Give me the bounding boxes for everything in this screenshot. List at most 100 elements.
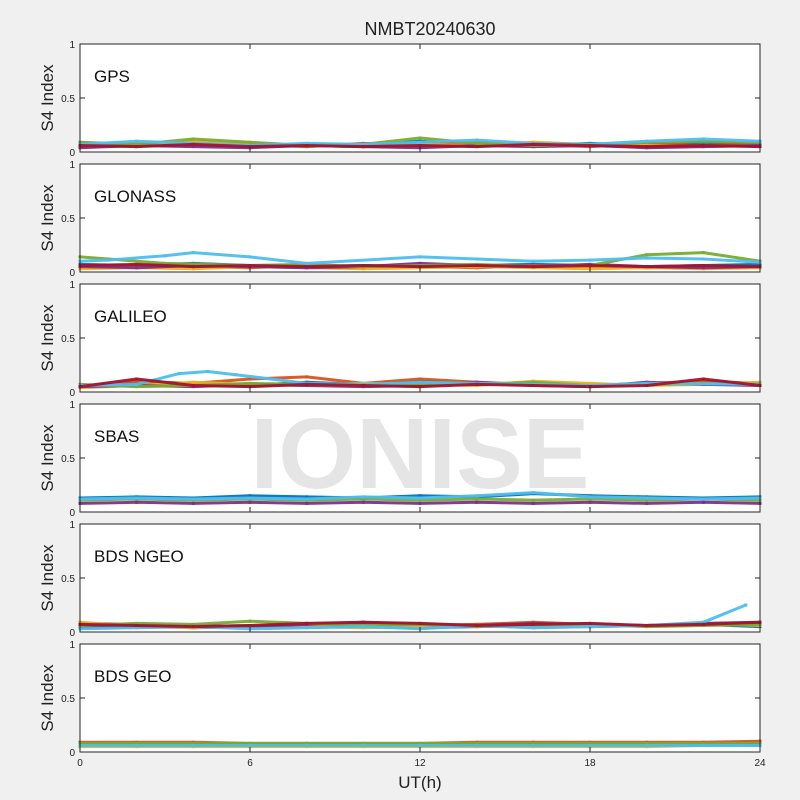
data-point (475, 741, 479, 745)
panel-glonass: 0 0.5 1 GLONASS S4 Index (38, 160, 762, 279)
y-tick-label: 1 (69, 520, 75, 531)
data-point (305, 744, 309, 747)
y-tick-label: 1 (69, 40, 75, 51)
y-tick-label: 0 (69, 628, 75, 639)
y-tick-label: 0.5 (61, 454, 75, 465)
panel-bds-geo: 0 0.5 1 0 6 12 18 24 BDS GEO S4 Index (38, 640, 766, 769)
data-point (305, 741, 309, 745)
data-point (135, 262, 139, 266)
data-point (588, 264, 592, 267)
panel-label: SBAS (94, 427, 139, 446)
y-axis-label: S4 Index (38, 424, 57, 492)
data-point (418, 625, 422, 629)
data-point (418, 140, 422, 144)
data-point (248, 140, 252, 144)
data-point (361, 620, 365, 624)
data-point (135, 621, 139, 625)
data-point (531, 626, 535, 630)
data-point (475, 141, 479, 145)
x-tick-label: 18 (584, 758, 596, 769)
data-point (475, 744, 479, 747)
data-point (305, 497, 309, 501)
data-point (361, 267, 365, 271)
data-point (361, 625, 365, 629)
data-point (701, 622, 705, 626)
data-point (475, 382, 479, 386)
data-point (361, 384, 365, 387)
data-point (588, 495, 592, 499)
x-axis-label: UT(h) (398, 773, 441, 792)
x-tick-label: 0 (77, 758, 83, 769)
data-point (191, 384, 195, 387)
data-point (475, 494, 479, 498)
data-point (191, 251, 195, 255)
data-point (305, 261, 309, 265)
data-point (305, 495, 309, 499)
data-point (135, 142, 139, 146)
data-point (135, 500, 139, 504)
data-point (163, 261, 167, 265)
data-point (588, 621, 592, 625)
data-point (177, 372, 181, 376)
plot-area (80, 644, 760, 752)
data-point (305, 501, 309, 505)
data-point (418, 136, 422, 140)
data-point (531, 491, 535, 495)
data-point (248, 255, 252, 259)
data-point (305, 621, 309, 625)
y-axis-label: S4 Index (38, 664, 57, 732)
data-point (645, 253, 649, 257)
data-point (645, 265, 649, 269)
chart-title: NMBT20240630 (364, 19, 495, 39)
data-point (135, 741, 139, 745)
data-point (248, 619, 252, 623)
data-point (645, 501, 649, 505)
data-point (248, 741, 252, 745)
data-point (418, 494, 422, 498)
data-point (588, 144, 592, 147)
data-point (361, 145, 365, 149)
plot-area (80, 404, 760, 512)
data-point (645, 139, 649, 143)
data-point (361, 264, 365, 267)
y-tick-label: 0.5 (61, 574, 75, 585)
panel-sbas: 0 0.5 1 SBAS S4 Index (38, 400, 762, 519)
data-point (645, 145, 649, 149)
data-point (191, 139, 195, 143)
data-point (248, 381, 252, 385)
data-point (135, 626, 139, 630)
data-point (135, 379, 139, 383)
data-point (475, 497, 479, 501)
data-point (418, 255, 422, 259)
data-point (248, 496, 252, 500)
panel-label: BDS NGEO (94, 547, 184, 566)
watermark: IONISE (251, 398, 590, 510)
y-tick-label: 1 (69, 640, 75, 651)
data-point (531, 741, 535, 745)
data-point (645, 744, 649, 747)
data-point (191, 501, 195, 505)
data-point (701, 251, 705, 255)
data-point (531, 265, 535, 269)
data-point (531, 744, 535, 747)
data-point (248, 377, 252, 381)
data-point (645, 741, 649, 745)
data-point (191, 380, 195, 384)
data-point (701, 257, 705, 261)
y-tick-label: 0 (69, 748, 75, 759)
panel-label: GLONASS (94, 187, 176, 206)
data-point (701, 379, 705, 383)
data-point (531, 380, 535, 384)
data-point (531, 142, 535, 146)
x-tick-label: 12 (414, 758, 426, 769)
data-point (361, 497, 365, 501)
data-point (418, 265, 422, 269)
data-point (248, 145, 252, 149)
data-point (135, 385, 139, 389)
data-point (645, 256, 649, 260)
y-tick-label: 0.5 (61, 694, 75, 705)
data-point (191, 622, 195, 626)
data-point (418, 377, 422, 381)
y-tick-label: 0 (69, 268, 75, 279)
